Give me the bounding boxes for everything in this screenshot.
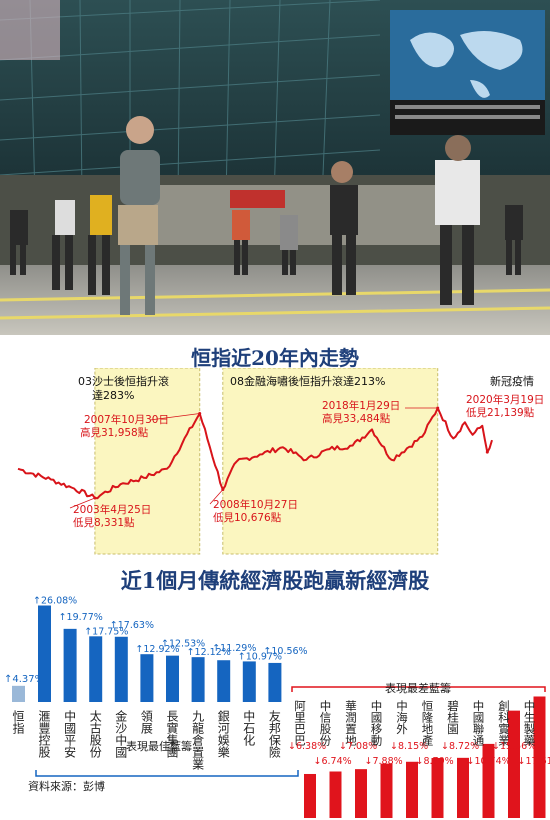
bar-worst-value-2: ↓7.08%	[339, 741, 377, 752]
callout-text-0: 高見31,958點	[80, 426, 149, 439]
hsi-point-4	[485, 450, 489, 454]
bar-worst-value-6: ↓8.72%	[441, 741, 479, 752]
bar-worst-name-1: 中信股份	[319, 700, 333, 747]
bar-best-name-9: 友邦保險	[267, 710, 281, 759]
worst-group-label: 表現最差藍籌	[385, 681, 451, 695]
bar-worst-9	[533, 696, 546, 818]
best-group-label: 表現最佳藍籌	[126, 739, 192, 753]
bar-worst-3	[380, 763, 393, 818]
best-group-bracket	[35, 770, 299, 777]
bar-worst-value-0: ↓6.38%	[288, 741, 326, 752]
callout-date-3: 2008年10月27日	[213, 498, 298, 511]
bar-worst-6	[457, 757, 469, 818]
bar-best-name-4: 領展	[139, 709, 153, 734]
annotation-covid: 新冠疫情	[490, 374, 534, 388]
bar-best-value-5: ↑12.53%	[161, 639, 205, 650]
leader-2007	[149, 413, 200, 421]
bar-best-2	[89, 636, 103, 702]
bar-best-value-6: ↑12.12%	[187, 647, 231, 658]
bar-best-value-1: ↑19.77%	[59, 612, 103, 623]
leader-2003	[69, 497, 96, 509]
bank-sign	[230, 190, 285, 208]
bar-best-value-3: ↑17.63%	[110, 620, 154, 631]
hsi-chart-title: 恒指近20年內走勢	[191, 346, 359, 370]
bar-worst-5	[431, 757, 444, 818]
annotation-gfc: 08金融海嘯後恒指升滾達213%	[230, 374, 385, 388]
hsi-series-line	[17, 407, 493, 500]
bar-worst-name-4: 中海外	[395, 700, 409, 735]
bar-best-name-3: 金沙中國	[114, 709, 128, 758]
bar-best-6	[191, 657, 205, 702]
bar-best-5	[166, 655, 179, 702]
bar-best-9	[268, 662, 282, 702]
bar-worst-7	[482, 743, 495, 818]
bar-best-value-0: ↑26.08%	[33, 596, 77, 607]
source-note: 資料來源：彭博	[28, 780, 105, 793]
bar-best-value-9: ↑10.56%	[263, 646, 307, 657]
bar-benchmark-name: 恒指	[11, 710, 25, 735]
bar-best-name-2: 太古股份	[88, 709, 102, 758]
bar-best-0	[38, 605, 51, 702]
bar-worst-name-3: 中國移動	[370, 700, 384, 747]
bar-worst-value-8: ↓15.56%	[492, 741, 536, 752]
bar-worst-4	[406, 761, 418, 818]
bar-best-7	[217, 660, 231, 702]
world-map-billboard	[390, 10, 545, 135]
callout-text-1: 低見8,331點	[73, 516, 135, 529]
callout-text-2: 高見33,484點	[322, 412, 391, 425]
worst-group-bracket	[291, 686, 546, 692]
annotation-sars: 03沙士後恒指升滾	[78, 374, 169, 388]
bar-worst-name-9: 中生製藥	[523, 700, 537, 746]
bar-best-8	[242, 661, 256, 702]
leader-2008	[209, 489, 224, 505]
bar-best-1	[63, 628, 77, 702]
bar-worst-value-1: ↓6.74%	[314, 756, 352, 767]
gfc-rally-band	[222, 368, 439, 555]
bar-worst-0	[304, 773, 316, 818]
bar-worst-name-2: 華潤置地	[344, 700, 358, 746]
bar-worst-name-6: 碧桂園	[446, 700, 460, 735]
bar-best-3	[114, 636, 128, 702]
bar-best-name-7: 銀河娛樂	[216, 710, 230, 758]
bar-best-name-0: 滙豐控股	[37, 710, 51, 759]
bar-best-value-2: ↑17.75%	[84, 626, 128, 637]
bar-best-4	[140, 654, 154, 702]
callout-text-3: 低見10,676點	[213, 511, 282, 524]
callout-date-1: 2003年4月25日	[73, 503, 151, 516]
callout-date-0: 2007年10月30日	[84, 413, 169, 426]
bar-worst-value-9: ↓17.61%	[518, 756, 550, 767]
pedestrians	[10, 116, 523, 315]
callout-date-2: 2018年1月29日	[322, 399, 400, 412]
bar-worst-name-5: 恒隆地產	[421, 700, 435, 747]
sars-rally-band	[94, 368, 201, 555]
bar-best-value-8: ↑10.97%	[238, 651, 282, 662]
bar-best-name-8: 中石化	[242, 709, 256, 747]
bar-best-value-4: ↑12.92%	[135, 644, 179, 655]
building-facade	[0, 0, 381, 201]
bar-worst-2	[355, 769, 367, 818]
callout-text-4: 低見21,139點	[466, 406, 535, 419]
bar-worst-1	[329, 771, 342, 818]
bar-chart-title: 近1個月傳統經濟股跑贏新經濟股	[120, 568, 430, 593]
bar-worst-8	[508, 710, 520, 818]
bar-best-name-1: 中國平安	[63, 709, 77, 758]
bar-worst-value-4: ↓8.15%	[390, 741, 428, 752]
bar-worst-name-0: 阿里巴巴	[293, 700, 307, 746]
bar-benchmark	[12, 685, 25, 702]
callout-date-4: 2020年3月19日	[466, 393, 544, 406]
bar-worst-value-7: ↓10.74%	[467, 756, 511, 767]
bar-worst-value-5: ↓8.70%	[416, 756, 454, 767]
bar-best-name-5: 長實集團	[165, 710, 179, 758]
street-photo	[0, 0, 550, 335]
performance-bar-chart: ↑4.37% 恒指 ↑26.08% 滙豐控股 ↑19.77% 中國平安 ↑17.75% 太古股…	[4, 596, 550, 818]
bar-worst-value-3: ↓7.88%	[365, 756, 403, 767]
bar-best-value-7: ↑11.29%	[212, 643, 256, 654]
annotation-sars-line2: 達283%	[92, 389, 134, 402]
hsi-point-1	[198, 411, 202, 415]
bar-benchmark-value: ↑4.37%	[4, 674, 44, 685]
bar-worst-name-8: 創科實業	[497, 699, 511, 746]
bar-best-name-6: 九龍倉置業	[191, 710, 205, 770]
bar-worst-name-7: 中國聯通	[472, 700, 486, 746]
